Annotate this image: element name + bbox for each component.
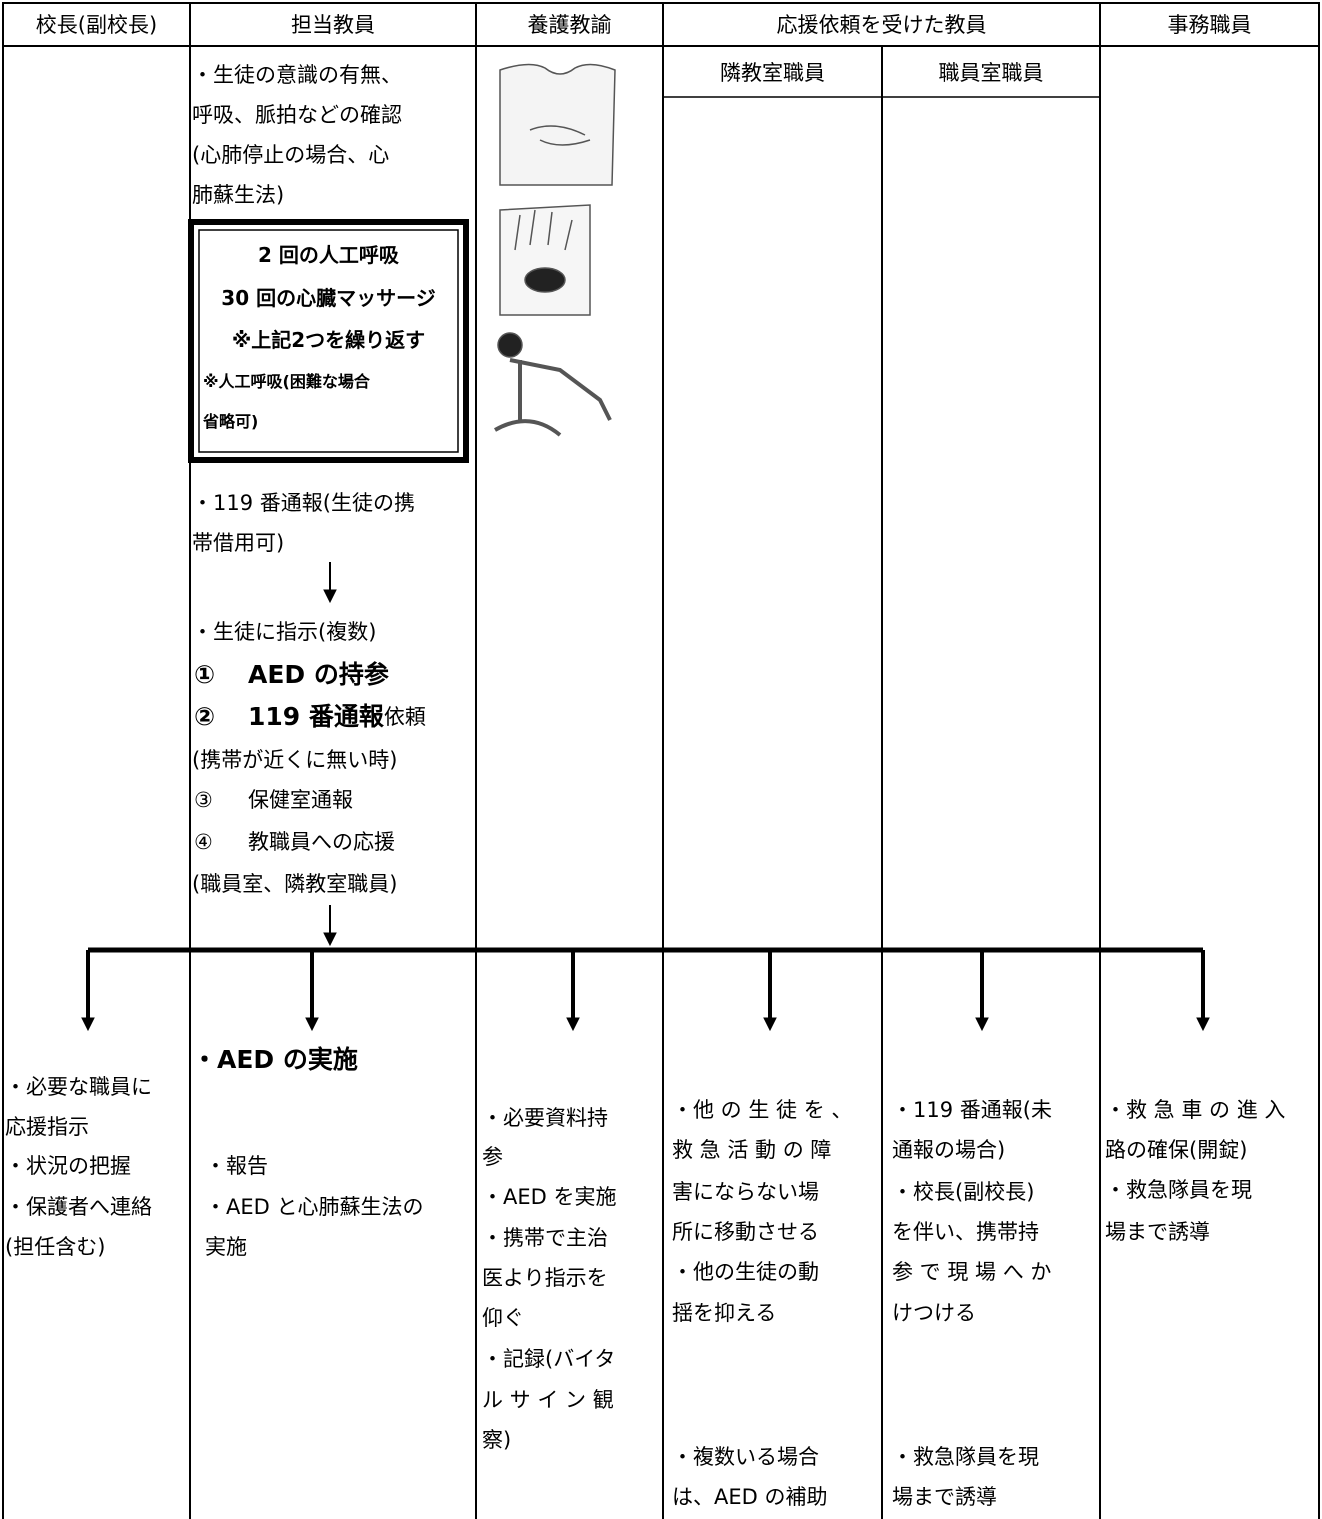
- text: 通報の場合): [892, 1138, 1006, 1162]
- text: 救 急 活 動 の 障: [672, 1138, 832, 1162]
- text: ・必要な職員に: [5, 1075, 152, 1099]
- text: 場まで誘導: [892, 1485, 997, 1509]
- text: ・報告: [205, 1154, 268, 1178]
- text: 119 番通報: [248, 702, 384, 731]
- text: ・119 番通報(未: [892, 1098, 1052, 1122]
- text: 応援指示: [5, 1115, 89, 1139]
- text: 帯借用可): [192, 531, 285, 555]
- text: 2 回の人工呼吸: [258, 243, 399, 267]
- text: 校長(副校長): [35, 13, 158, 37]
- text: 所に移動させる: [672, 1220, 819, 1244]
- text: 省略可): [203, 412, 259, 431]
- text: 教職員への応援: [248, 830, 395, 854]
- arrow-head: [323, 932, 337, 947]
- text: 応援依頼を受けた教員: [776, 13, 987, 37]
- text: 保健室通報: [248, 788, 353, 812]
- text: ・119 番通報(生徒の携: [192, 491, 415, 515]
- text: ※人工呼吸(困難な場合: [203, 372, 370, 391]
- text: ・生徒の意識の有無、: [192, 63, 402, 87]
- text: 養護教諭: [527, 13, 612, 37]
- text: は、AED の補助: [672, 1485, 828, 1509]
- text: ・他の生徒の動: [672, 1260, 819, 1284]
- text: ・生徒に指示(複数): [192, 620, 377, 644]
- text: ・校長(副校長): [892, 1180, 1035, 1204]
- text: 仰ぐ: [482, 1306, 524, 1330]
- text: 参: [482, 1145, 503, 1169]
- cpr-box-outer: [188, 219, 469, 463]
- text: ・救 急 車 の 進 入: [1105, 1098, 1286, 1122]
- text: ・他 の 生 徒 を 、: [672, 1098, 853, 1122]
- text: 医より指示を: [482, 1266, 608, 1290]
- text: (担任含む): [5, 1235, 106, 1259]
- text: ②: [194, 702, 216, 731]
- arrow-head: [1196, 1017, 1210, 1032]
- text: (心肺停止の場合、心: [192, 143, 390, 167]
- text: ・状況の把握: [5, 1154, 131, 1178]
- text: ・AED と心肺蘇生法の: [205, 1195, 424, 1219]
- text: 実施: [205, 1235, 247, 1259]
- text: ・記録(バイタ: [482, 1347, 616, 1371]
- text: (携帯が近くに無い時): [192, 748, 398, 772]
- cpr-box-inner: [198, 229, 459, 453]
- text: ・AED の実施: [192, 1045, 358, 1074]
- text: 隣教室職員: [720, 61, 825, 85]
- text: ・救急隊員を現: [892, 1445, 1039, 1469]
- arrow-head: [763, 1017, 777, 1032]
- text: ・保護者へ連絡: [5, 1195, 152, 1219]
- text: ル サ イ ン 観: [482, 1388, 614, 1412]
- text: を伴い、携帯持: [892, 1220, 1039, 1244]
- text: ・救急隊員を現: [1105, 1178, 1252, 1202]
- text: ・携帯で主治: [482, 1226, 608, 1250]
- arrow-head: [566, 1017, 580, 1032]
- text: 職員室職員: [938, 61, 1044, 85]
- text: 依頼: [383, 705, 426, 729]
- text: 事務職員: [1167, 13, 1252, 37]
- arrow-head: [975, 1017, 989, 1032]
- text: けつける: [892, 1301, 976, 1325]
- text: ※上記2つを繰り返す: [231, 328, 426, 352]
- text: 害にならない場: [672, 1180, 819, 1204]
- text: 呼吸、脈拍などの確認: [192, 103, 402, 127]
- arrow-head: [81, 1017, 95, 1032]
- text: 担当教員: [291, 13, 375, 37]
- text: 肺蘇生法): [192, 183, 285, 207]
- text: AED の持参: [248, 660, 389, 689]
- arrow-head: [323, 589, 337, 604]
- text: 路の確保(開錠): [1105, 1138, 1248, 1162]
- text: 30 回の心臓マッサージ: [221, 286, 436, 310]
- text: 揺を抑える: [672, 1301, 777, 1325]
- arrow-head: [305, 1017, 319, 1032]
- text: ①: [194, 660, 216, 689]
- text: 参 で 現 場 へ か: [892, 1260, 1052, 1284]
- text: ・必要資料持: [482, 1106, 608, 1130]
- text: 場まで誘導: [1105, 1220, 1210, 1244]
- text: ③: [194, 788, 213, 812]
- illustration: [494, 63, 616, 437]
- text: ④: [194, 830, 213, 854]
- text: 察): [482, 1428, 512, 1452]
- text: ・AED を実施: [482, 1185, 617, 1209]
- text: ・複数いる場合: [672, 1445, 819, 1469]
- text: (職員室、隣教室職員): [192, 872, 398, 896]
